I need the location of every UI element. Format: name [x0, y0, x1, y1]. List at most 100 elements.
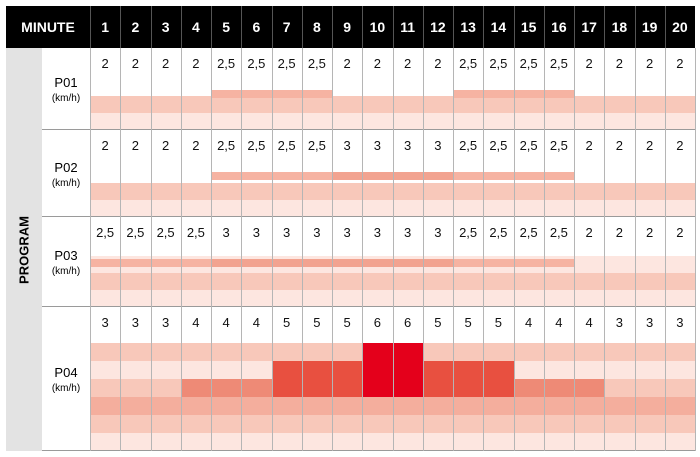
base-level-bar [514, 259, 544, 267]
column-divider [543, 48, 545, 451]
speed-value: 2,5 [489, 56, 508, 71]
speed-value: 2,5 [247, 56, 266, 71]
base-level-bar [90, 259, 120, 267]
speed-value: 2,5 [459, 138, 478, 153]
speed-value: 3 [162, 315, 170, 330]
speed-level-bar [513, 90, 544, 98]
speed-level-bar [453, 361, 484, 397]
speed-value: 2,5 [217, 56, 236, 71]
base-level-bar [241, 397, 272, 415]
speed-level-bar [241, 172, 272, 180]
speed-value: 2 [131, 56, 139, 71]
base-level-bar [422, 397, 453, 415]
minute-header-cell: 9 [332, 6, 363, 48]
speed-value: 2 [434, 56, 442, 71]
minute-header-cell: 14 [483, 6, 514, 48]
speed-value: 3 [252, 225, 260, 240]
minute-header-cell: 4 [180, 6, 211, 48]
speed-value: 3 [434, 225, 442, 240]
speed-value: 2 [585, 225, 593, 240]
base-level-bar [302, 259, 332, 267]
speed-value: 2,5 [247, 138, 266, 153]
speed-value: 2,5 [126, 225, 145, 240]
speed-value: 2,5 [186, 225, 205, 240]
base-level-bar [664, 397, 695, 415]
header-separator [422, 6, 424, 48]
speed-value: 3 [131, 315, 139, 330]
speed-value: 2,5 [549, 56, 568, 71]
speed-level-bar [392, 172, 423, 180]
speed-value: 2,5 [459, 56, 478, 71]
minute-header-cell: 1 [90, 6, 121, 48]
row-divider [42, 306, 695, 307]
speed-value: 3 [313, 225, 321, 240]
speed-value: 2,5 [307, 56, 326, 71]
base-level-bar [543, 397, 574, 415]
speed-value: 3 [343, 138, 351, 153]
speed-value: 2 [646, 225, 654, 240]
column-divider [301, 48, 303, 451]
base-level-bar [483, 259, 513, 267]
row-divider [42, 129, 695, 130]
speed-level-bar [513, 379, 544, 397]
speed-value: 3 [343, 225, 351, 240]
minute-header-cell: 8 [301, 6, 332, 48]
speed-value: 3 [373, 138, 381, 153]
speed-value: 2 [585, 56, 593, 71]
program-unit: (km/h) [51, 266, 81, 277]
speed-level-bar [211, 259, 242, 267]
column-divider [453, 48, 454, 451]
minute-header-cell: 7 [271, 6, 302, 48]
speed-value: 2 [615, 225, 623, 240]
speed-level-bar [362, 343, 393, 397]
speed-value: 6 [404, 315, 412, 330]
speed-level-bar [453, 172, 484, 180]
minute-header-cell: 20 [664, 6, 695, 48]
base-level-bar [211, 259, 241, 267]
speed-value: 3 [373, 225, 381, 240]
base-level-bar [574, 259, 604, 267]
speed-value: 2,5 [519, 225, 538, 240]
speed-value: 4 [555, 315, 563, 330]
speed-value: 2 [646, 56, 654, 71]
base-level-bar [604, 397, 635, 415]
speed-level-bar [332, 172, 363, 180]
speed-level-bar [301, 259, 332, 267]
base-level-bar [151, 259, 181, 267]
speed-value: 2 [373, 56, 381, 71]
speed-level-bar [180, 379, 211, 397]
column-divider [211, 48, 212, 451]
base-level-bar [604, 259, 634, 267]
speed-value: 4 [585, 315, 593, 330]
base-level-bar [362, 397, 393, 415]
speed-value: 2,5 [489, 138, 508, 153]
speed-value: 2 [676, 138, 684, 153]
speed-value: 2 [615, 56, 623, 71]
base-level-bar [634, 397, 665, 415]
speed-level-bar [362, 172, 393, 180]
program-label-cell [42, 130, 90, 217]
speed-value: 2,5 [489, 225, 508, 240]
base-level-bar [392, 397, 423, 415]
base-level-bar [453, 259, 483, 267]
speed-level-bar [574, 379, 605, 397]
base-level-bar [211, 397, 242, 415]
speed-level-bar [301, 172, 332, 180]
base-level-bar [665, 259, 695, 267]
speed-level-bar [392, 259, 423, 267]
base-level-bar [544, 259, 574, 267]
row-divider [42, 216, 695, 217]
base-level-bar [393, 259, 423, 267]
speed-value: 2,5 [96, 225, 115, 240]
speed-value: 2 [404, 56, 412, 71]
base-level-bar [362, 259, 392, 267]
speed-value: 2,5 [307, 138, 326, 153]
speed-value: 2 [615, 138, 623, 153]
column-divider [483, 48, 485, 451]
column-divider [574, 48, 575, 451]
program-name: P01 [54, 75, 78, 90]
speed-value: 2 [676, 225, 684, 240]
minute-header-cell: 13 [453, 6, 484, 48]
base-level-bar [332, 259, 362, 267]
